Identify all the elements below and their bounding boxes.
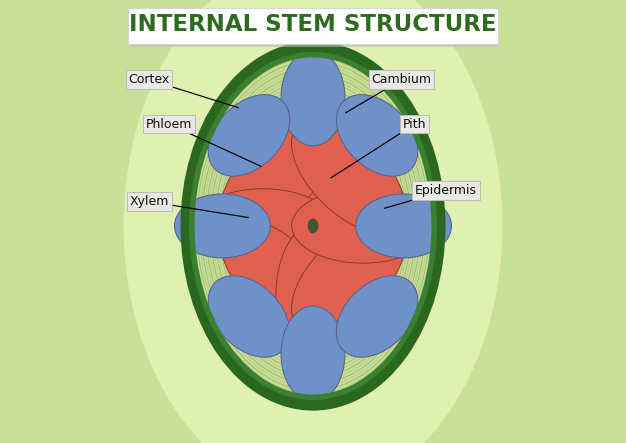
FancyBboxPatch shape [128,8,498,44]
Ellipse shape [281,306,345,402]
Ellipse shape [276,84,350,226]
FancyBboxPatch shape [129,10,497,47]
Ellipse shape [233,113,393,338]
Ellipse shape [276,225,350,368]
Ellipse shape [356,194,451,258]
Ellipse shape [308,218,318,233]
Text: INTERNAL STEM STRUCTURE: INTERNAL STEM STRUCTURE [129,13,497,36]
Ellipse shape [221,119,334,233]
Ellipse shape [221,219,334,333]
Ellipse shape [336,95,418,176]
Ellipse shape [292,219,405,333]
Ellipse shape [187,48,439,404]
Ellipse shape [336,276,418,357]
Ellipse shape [292,119,405,233]
Ellipse shape [208,276,290,357]
Ellipse shape [192,189,334,263]
Text: Cortex: Cortex [128,73,170,86]
Text: Xylem: Xylem [130,195,169,208]
Ellipse shape [208,95,290,176]
Text: Phloem: Phloem [146,117,192,131]
Text: Epidermis: Epidermis [415,184,477,197]
Ellipse shape [292,189,434,263]
Ellipse shape [123,0,503,443]
Text: Cambium: Cambium [372,73,431,86]
Ellipse shape [175,194,270,258]
Text: Pith: Pith [403,117,427,131]
Ellipse shape [281,50,345,146]
